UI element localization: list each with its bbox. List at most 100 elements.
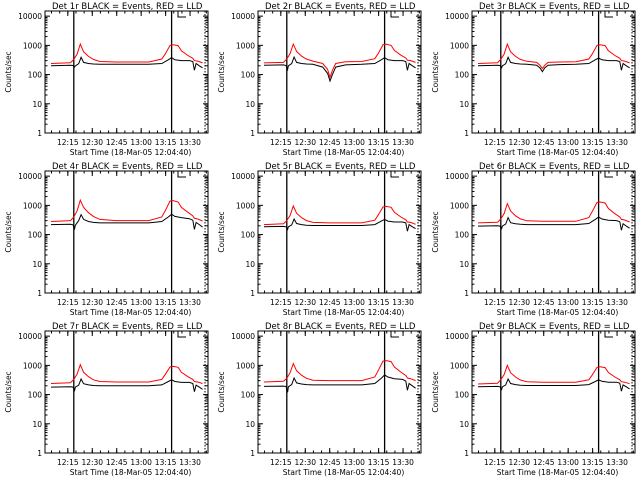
x-tick-label: 13:15 [582,298,604,307]
plot-frame [471,10,636,134]
x-tick-label: 13:15 [368,458,390,467]
y-tick-label: 1000 [450,361,469,370]
y-tick-label: 100 [455,231,470,240]
panel-4: Det 4r BLACK = Events, RED = LLD 1 10 100 10… [4,162,209,317]
x-tick-label: 12:30 [508,138,530,147]
x-tick-label: 13:30 [606,458,628,467]
x-tick-label: 12:45 [533,138,555,147]
y-tick-label: 1 [37,289,42,298]
x-tick-label: 13:30 [392,458,414,467]
x-tick-label: 12:45 [319,138,341,147]
x-tick-label: 13:30 [392,138,414,147]
y-tick-label: 10000 [445,12,469,21]
x-tick-label: 12:15 [270,138,292,147]
y-tick-label: 10 [245,260,255,269]
events-series-line [50,56,203,71]
y-tick-label: 10 [245,100,255,109]
y-axis-label: Counts/sec [4,211,13,252]
x-tick-label: 12:45 [106,138,128,147]
y-tick-label: 100 [28,71,43,80]
panel-5: Det 5r BLACK = Events, RED = LLD 1 10 100 10… [217,162,422,317]
x-tick-label: 13:15 [368,138,390,147]
y-tick-label: 1000 [23,201,42,210]
x-axis-label: Start Time (18-Mar-05 12:04:40) [497,148,619,157]
x-tick-label: 12:15 [57,138,79,147]
corner-marker [390,331,399,338]
x-axis-label: Start Time (18-Mar-05 12:04:40) [283,308,405,317]
y-tick-label: 1 [464,129,469,138]
y-tick-label: 10000 [18,332,42,341]
x-axis-label: Start Time (18-Mar-05 12:04:40) [497,468,619,477]
x-axis-label: Start Time (18-Mar-05 12:04:40) [70,468,192,477]
panel-title: Det 8r BLACK = Events, RED = LLD [265,322,416,332]
y-tick-label: 100 [241,391,256,400]
y-tick-label: 1000 [236,41,255,50]
panel-title: Det 6r BLACK = Events, RED = LLD [479,162,630,172]
x-tick-label: 13:00 [343,458,365,467]
y-tick-label: 100 [455,391,470,400]
y-tick-label: 1000 [236,201,255,210]
y-tick-label: 100 [28,231,43,240]
x-tick-label: 13:00 [130,138,152,147]
panel-6: Det 6r BLACK = Events, RED = LLD 1 10 100 10… [431,162,636,317]
x-axis-label: Start Time (18-Mar-05 12:04:40) [497,308,619,317]
x-tick-label: 13:00 [557,138,579,147]
lld-series-line [50,363,203,384]
y-tick-label: 10 [459,100,469,109]
corner-marker [177,171,186,178]
y-axis-label: Counts/sec [431,371,440,412]
lld-series-line [477,364,630,385]
x-tick-label: 12:15 [484,298,506,307]
y-tick-label: 1 [250,449,255,458]
x-tick-label: 13:30 [606,138,628,147]
x-tick-label: 13:15 [155,138,177,147]
x-tick-label: 13:30 [179,138,201,147]
y-tick-label: 10000 [231,332,255,341]
events-series-line [263,374,416,393]
x-tick-label: 12:30 [294,458,316,467]
y-tick-label: 1 [250,289,255,298]
events-series-line [50,213,203,231]
plot-frame [471,170,636,294]
y-tick-label: 100 [28,391,43,400]
events-series-line [477,216,630,231]
x-tick-label: 13:30 [392,298,414,307]
corner-marker [604,171,613,178]
x-tick-label: 12:30 [81,458,103,467]
panel-1: Det 1r BLACK = Events, RED = LLD 1 10 100 10… [4,2,209,157]
x-tick-label: 12:30 [81,298,103,307]
corner-marker [390,11,399,18]
y-axis-label: Counts/sec [217,51,226,92]
y-tick-label: 10 [245,420,255,429]
x-tick-label: 12:45 [106,458,128,467]
y-axis-label: Counts/sec [431,211,440,252]
panel-title: Det 1r BLACK = Events, RED = LLD [52,2,203,12]
x-tick-label: 12:30 [294,138,316,147]
y-tick-label: 10 [459,260,469,269]
corner-marker [604,331,613,338]
lld-series-line [263,42,416,80]
y-tick-label: 100 [455,71,470,80]
x-tick-label: 13:00 [343,298,365,307]
panel-title: Det 4r BLACK = Events, RED = LLD [52,162,203,172]
corner-marker [177,331,186,338]
x-tick-label: 12:45 [319,458,341,467]
y-axis-label: Counts/sec [217,211,226,252]
y-tick-label: 10000 [231,12,255,21]
x-tick-label: 12:15 [57,458,79,467]
y-tick-label: 1000 [450,41,469,50]
panel-3: Det 3r BLACK = Events, RED = LLD 1 10 100 10… [431,2,636,157]
panel-2: Det 2r BLACK = Events, RED = LLD 1 10 100 10… [217,2,422,157]
x-tick-label: 13:00 [557,458,579,467]
x-tick-label: 12:15 [484,138,506,147]
x-tick-label: 13:00 [130,298,152,307]
x-tick-label: 12:30 [508,298,530,307]
lld-series-line [477,42,630,70]
plot-frame [44,170,209,294]
lld-series-line [263,204,416,226]
events-series-line [263,217,416,232]
y-tick-label: 1000 [450,201,469,210]
x-axis-label: Start Time (18-Mar-05 12:04:40) [70,308,192,317]
